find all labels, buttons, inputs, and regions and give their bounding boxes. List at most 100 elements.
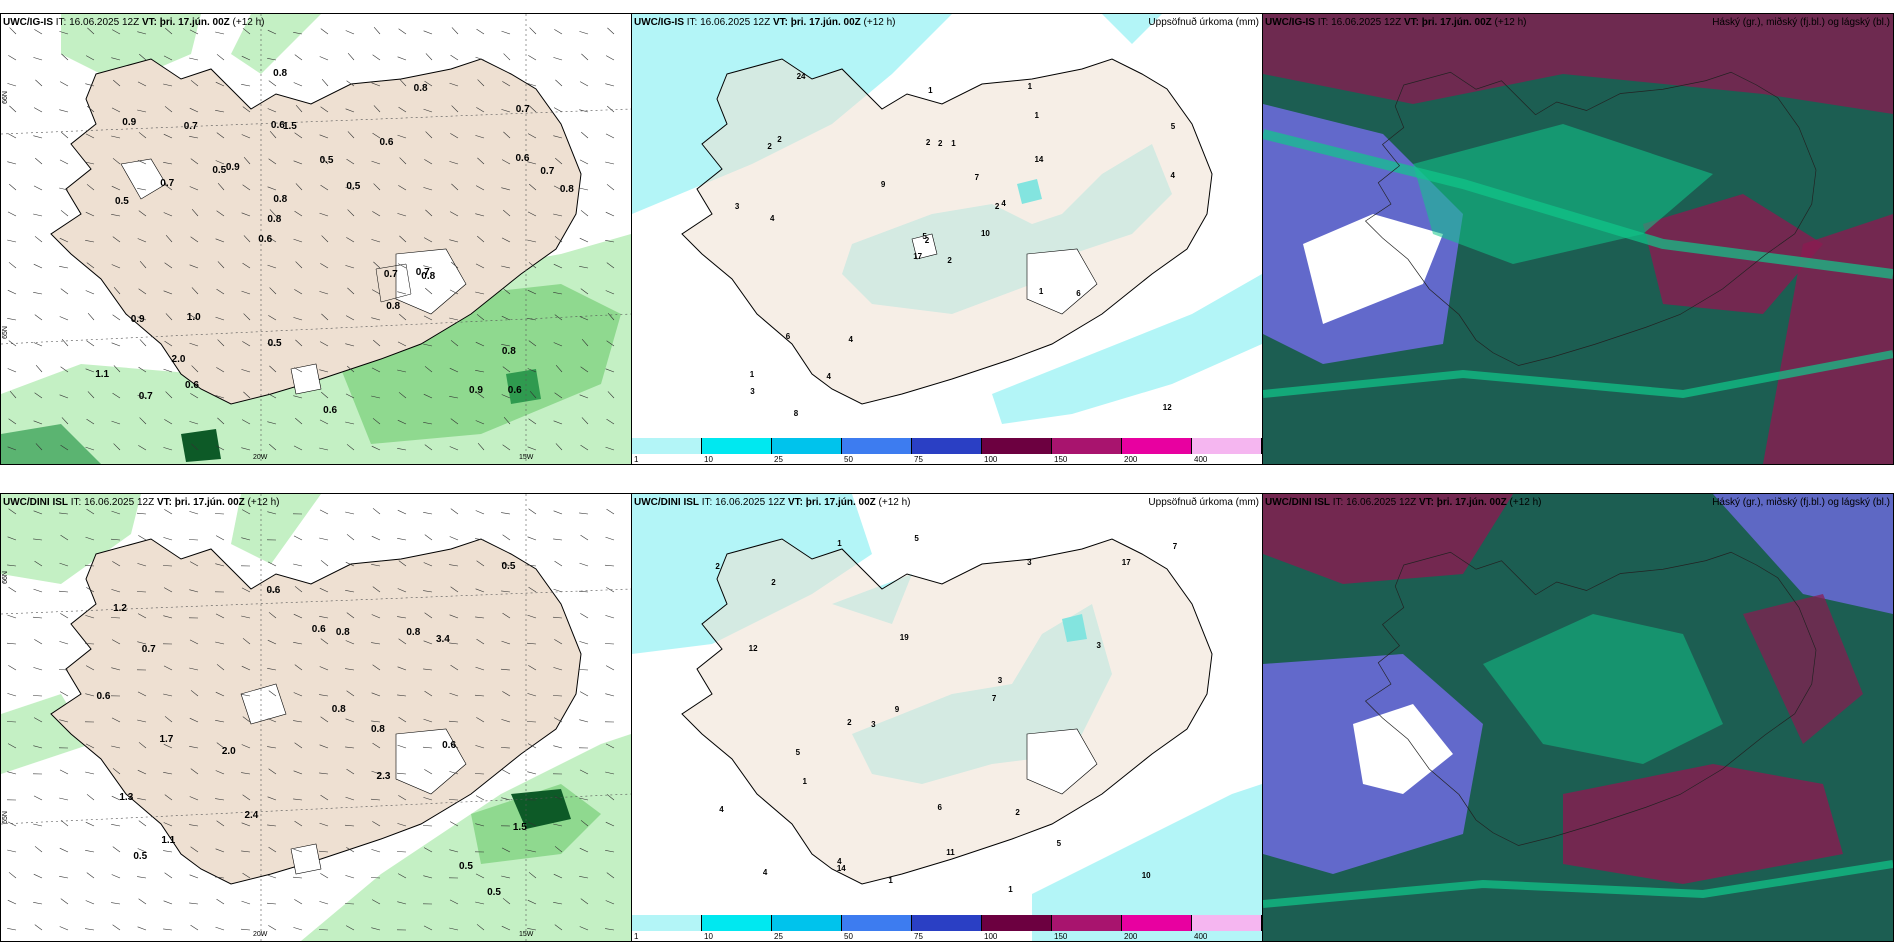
wind-barb — [59, 266, 69, 269]
wind-barb — [189, 874, 199, 879]
map-value-label: 1 — [1008, 884, 1013, 894]
wind-barb — [268, 236, 277, 243]
map-value-label: 0.6 — [96, 691, 111, 703]
wind-barb — [268, 80, 277, 87]
wind-barb — [243, 391, 251, 399]
wind-barb — [320, 184, 329, 191]
wind-barb — [215, 395, 225, 399]
wind-barb — [111, 420, 121, 425]
wind-barb — [241, 665, 251, 671]
wind-barb — [85, 771, 95, 775]
wind-barb — [294, 210, 303, 217]
wind-barb — [554, 392, 563, 399]
wind-barb — [267, 561, 277, 567]
wind-barb — [7, 536, 17, 541]
map-value-label: 2 — [767, 141, 772, 151]
map-value-label: 0.7 — [160, 177, 175, 189]
colorbar-segment — [912, 438, 982, 454]
wind-barb — [163, 162, 173, 165]
wind-barb — [371, 899, 381, 905]
wind-barb — [7, 743, 17, 749]
wind-barb — [449, 446, 459, 451]
wind-barb — [527, 318, 537, 321]
wind-barb — [398, 28, 407, 35]
wind-barb — [527, 614, 537, 619]
wind-barb — [450, 418, 459, 425]
precip-area — [1, 494, 141, 584]
wind-barb — [189, 824, 199, 827]
wind-barb — [111, 510, 121, 515]
wind-barb — [528, 418, 537, 425]
wind-barb — [113, 443, 121, 451]
map-value-label: 10 — [1141, 870, 1151, 880]
wind-barb — [345, 668, 355, 671]
wind-barb — [605, 446, 615, 451]
wind-barb — [581, 53, 589, 61]
wind-barb — [241, 587, 251, 593]
wind-barb — [86, 794, 95, 801]
wind-barb — [449, 899, 459, 905]
map-value-label: 0.8 — [559, 184, 574, 196]
wind-barb — [137, 563, 147, 567]
wind-barb — [528, 340, 537, 347]
map-value-label: 1 — [837, 539, 842, 549]
wind-barb — [345, 30, 355, 35]
wind-barb — [345, 875, 355, 879]
map-value-label: 0.5 — [114, 195, 129, 207]
panel-title-right: Uppsöfnuð úrkoma (mm) — [1148, 497, 1259, 508]
wind-barb — [268, 158, 277, 165]
map-value-label: 0.7 — [183, 121, 198, 133]
map-value-label: 17 — [1121, 558, 1131, 568]
wind-barb — [137, 613, 147, 619]
wind-barb — [606, 184, 615, 191]
wind-barb — [165, 313, 173, 321]
map-value-label: 1.5 — [512, 821, 527, 833]
wind-barb — [33, 745, 43, 749]
map-value-label: 0.5 — [459, 860, 473, 872]
wind-barb — [605, 900, 615, 905]
colorbar-label: 50 — [844, 932, 853, 941]
wind-barb — [137, 109, 147, 113]
wind-barb — [449, 849, 459, 853]
wind-barb — [320, 560, 329, 567]
wind-barb — [293, 535, 303, 541]
wind-barb — [528, 55, 537, 61]
wind-barb — [7, 821, 17, 827]
wind-barb — [7, 614, 17, 619]
map-value-label: 0.6 — [270, 119, 285, 131]
wind-barb — [137, 394, 147, 399]
wind-barb — [579, 81, 589, 87]
map-value-label: 0.6 — [515, 152, 530, 164]
wind-barb — [346, 768, 355, 775]
wind-barb — [138, 820, 147, 827]
wind-barb — [267, 718, 277, 723]
wind-barb — [137, 926, 147, 931]
wind-barb — [241, 212, 251, 217]
map-value-label: 0.9 — [225, 162, 240, 174]
wind-barb — [346, 847, 355, 853]
wind-barb — [8, 508, 17, 515]
wind-barb — [527, 743, 537, 749]
wind-barb — [136, 591, 147, 593]
wind-barb — [474, 694, 485, 697]
wind-barb — [7, 211, 17, 217]
colorbar-label: 150 — [1054, 455, 1068, 464]
wind-barb — [476, 107, 485, 113]
map-value-label: 0.6 — [311, 624, 326, 636]
wind-barb — [162, 565, 173, 567]
wind-barb — [528, 508, 537, 515]
wind-barb — [579, 691, 589, 697]
map-value-label: 0.5 — [487, 887, 501, 899]
wind-barb — [501, 562, 511, 567]
wind-barb — [215, 691, 225, 697]
wind-barb — [449, 317, 459, 321]
wind-barb — [217, 261, 225, 269]
map-value-label: 0.8 — [406, 627, 421, 639]
wind-barb — [269, 131, 277, 139]
map-value-label: 0.5 — [319, 154, 334, 166]
wind-barbs — [7, 27, 615, 451]
map-value-label: 3 — [871, 720, 876, 729]
wind-barb — [60, 820, 69, 827]
wind-barb — [318, 850, 329, 853]
wind-barb — [346, 158, 355, 165]
